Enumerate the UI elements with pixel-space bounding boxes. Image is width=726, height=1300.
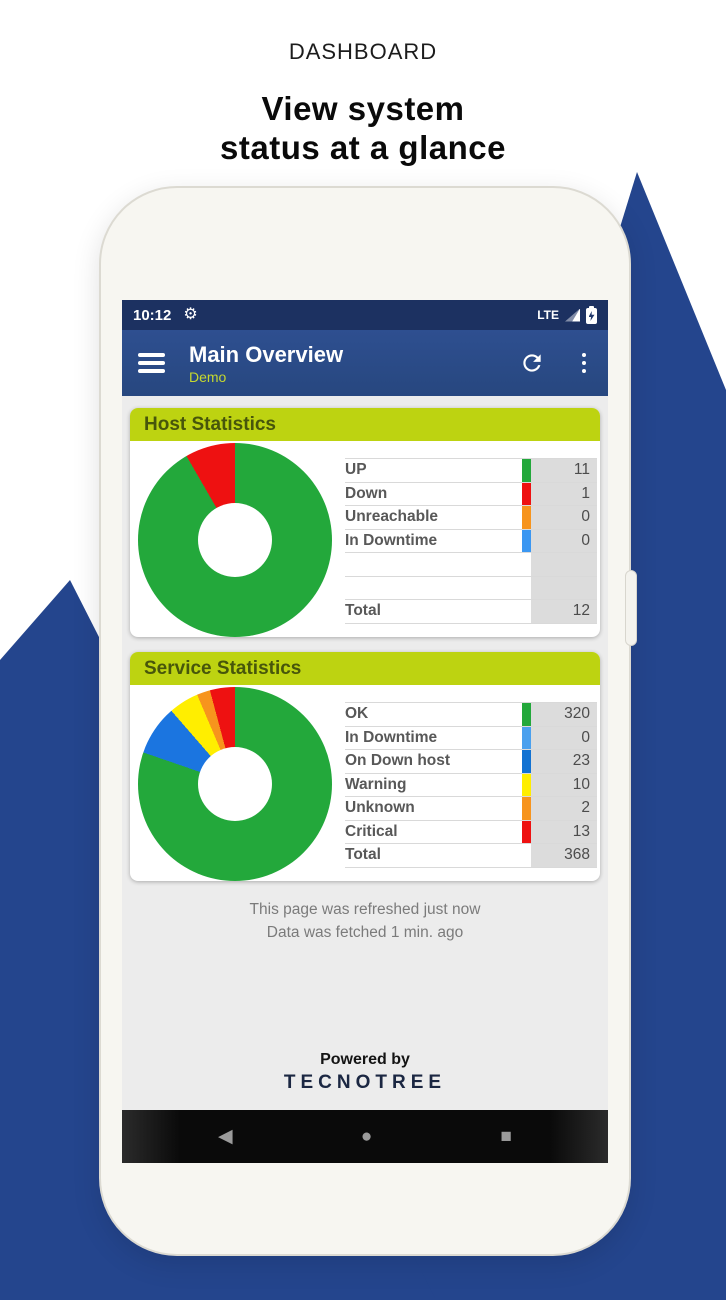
status-label: In Downtime <box>345 531 438 549</box>
hero-eyebrow: DASHBOARD <box>288 39 438 64</box>
service-card-title: Service Statistics <box>130 652 600 685</box>
table-row-total: Total 12 <box>345 600 597 624</box>
service-statistics-card: Service Statistics OK 320 <box>130 652 600 881</box>
status-color-chip <box>522 773 531 796</box>
status-label: Unreachable <box>345 508 439 526</box>
status-color-chip <box>522 459 531 482</box>
status-count: 13 <box>531 820 597 843</box>
gear-icon: ⚙ <box>183 306 198 323</box>
dashboard-content: Host Statistics UP 11 Dow <box>122 396 608 1110</box>
clock: 10:12 <box>133 306 172 324</box>
table-row[interactable]: In Downtime 0 <box>345 529 597 553</box>
table-row[interactable]: Warning 10 <box>345 773 597 797</box>
status-color-chip <box>522 750 531 773</box>
host-statistics-card: Host Statistics UP 11 Dow <box>130 408 600 637</box>
hero-headline-line2: status at a glance <box>220 129 506 166</box>
status-color-chip <box>522 726 531 749</box>
status-color-chip <box>522 797 531 820</box>
status-label: On Down host <box>345 752 451 770</box>
refresh-status-line2: Data was fetched 1 min. ago <box>266 924 464 941</box>
table-row-total: Total 368 <box>345 844 597 868</box>
table-row[interactable]: Critical 13 <box>345 820 597 844</box>
status-count: 23 <box>531 750 597 773</box>
refresh-status-line1: This page was refreshed just now <box>249 901 481 918</box>
host-donut-chart[interactable] <box>138 443 332 637</box>
network-type-label: LTE <box>537 308 559 322</box>
page-title: Main Overview <box>189 341 344 367</box>
total-count: 368 <box>531 844 597 867</box>
status-label: Critical <box>345 822 398 840</box>
status-bar: 10:12 ⚙ LTE <box>122 300 608 330</box>
status-label: OK <box>345 705 369 723</box>
recents-icon[interactable]: ■ <box>500 1126 512 1147</box>
refresh-icon[interactable] <box>519 350 545 376</box>
refresh-status-text: This page was refreshed just now Data wa… <box>122 898 608 944</box>
table-row[interactable]: Unreachable 0 <box>345 506 597 530</box>
status-label: Unknown <box>345 799 415 817</box>
phone-power-button <box>625 570 637 646</box>
table-row[interactable]: UP 11 <box>345 459 597 483</box>
page-subtitle: Demo <box>189 368 227 385</box>
service-stats-table: OK 320 In Downtime 0 On Down host <box>345 702 597 868</box>
status-count: 320 <box>531 703 597 726</box>
table-row[interactable]: On Down host 23 <box>345 750 597 774</box>
host-card-title: Host Statistics <box>130 408 600 441</box>
phone-screen: 10:12 ⚙ LTE Main Overvie <box>122 300 608 1163</box>
status-color-chip <box>522 820 531 843</box>
signal-strength-icon <box>565 308 580 322</box>
status-color-chip <box>522 506 531 529</box>
table-row[interactable]: OK 320 <box>345 703 597 727</box>
battery-charging-icon <box>586 306 597 324</box>
status-count: 10 <box>531 773 597 796</box>
status-label: UP <box>345 461 367 479</box>
back-icon[interactable]: ◀ <box>218 1126 233 1147</box>
powered-by-label: Powered by <box>320 1051 410 1068</box>
app-bar: Main Overview Demo <box>122 330 608 396</box>
home-icon[interactable]: ● <box>360 1126 373 1147</box>
table-row-empty <box>345 553 597 577</box>
service-donut-hole <box>198 747 272 821</box>
appbar-titles: Main Overview Demo <box>189 342 343 385</box>
branding: Powered by TECNOTREE <box>122 1051 608 1094</box>
total-count: 12 <box>531 600 597 623</box>
hero-headline-line1: View system <box>261 90 465 127</box>
table-row-empty <box>345 576 597 600</box>
hero: DASHBOARD View system status at a glance <box>0 0 726 167</box>
status-count: 1 <box>531 482 597 505</box>
overflow-menu-icon[interactable] <box>576 351 593 376</box>
phone-mockup: 10:12 ⚙ LTE Main Overvie <box>99 186 637 1256</box>
status-label: In Downtime <box>345 728 438 746</box>
status-count: 0 <box>531 529 597 552</box>
brand-logo-text: TECNOTREE <box>283 1072 447 1093</box>
menu-icon[interactable] <box>138 349 165 378</box>
hero-headline: View system status at a glance <box>0 89 726 167</box>
status-label: Down <box>345 484 388 502</box>
service-donut-chart[interactable] <box>138 687 332 881</box>
status-color-chip <box>522 703 531 726</box>
host-donut-hole <box>198 503 272 577</box>
status-count: 2 <box>531 797 597 820</box>
status-count: 11 <box>531 459 597 482</box>
table-row[interactable]: In Downtime 0 <box>345 726 597 750</box>
status-color-chip <box>522 482 531 505</box>
status-count: 0 <box>531 726 597 749</box>
table-row[interactable]: Down 1 <box>345 482 597 506</box>
table-row[interactable]: Unknown 2 <box>345 797 597 821</box>
total-label: Total <box>345 846 381 864</box>
total-label: Total <box>345 602 381 620</box>
host-stats-table: UP 11 Down 1 Unreachable <box>345 458 597 624</box>
status-count: 0 <box>531 506 597 529</box>
status-label: Warning <box>345 775 407 793</box>
android-nav-bar: ◀ ● ■ <box>122 1110 608 1163</box>
status-color-chip <box>522 529 531 552</box>
